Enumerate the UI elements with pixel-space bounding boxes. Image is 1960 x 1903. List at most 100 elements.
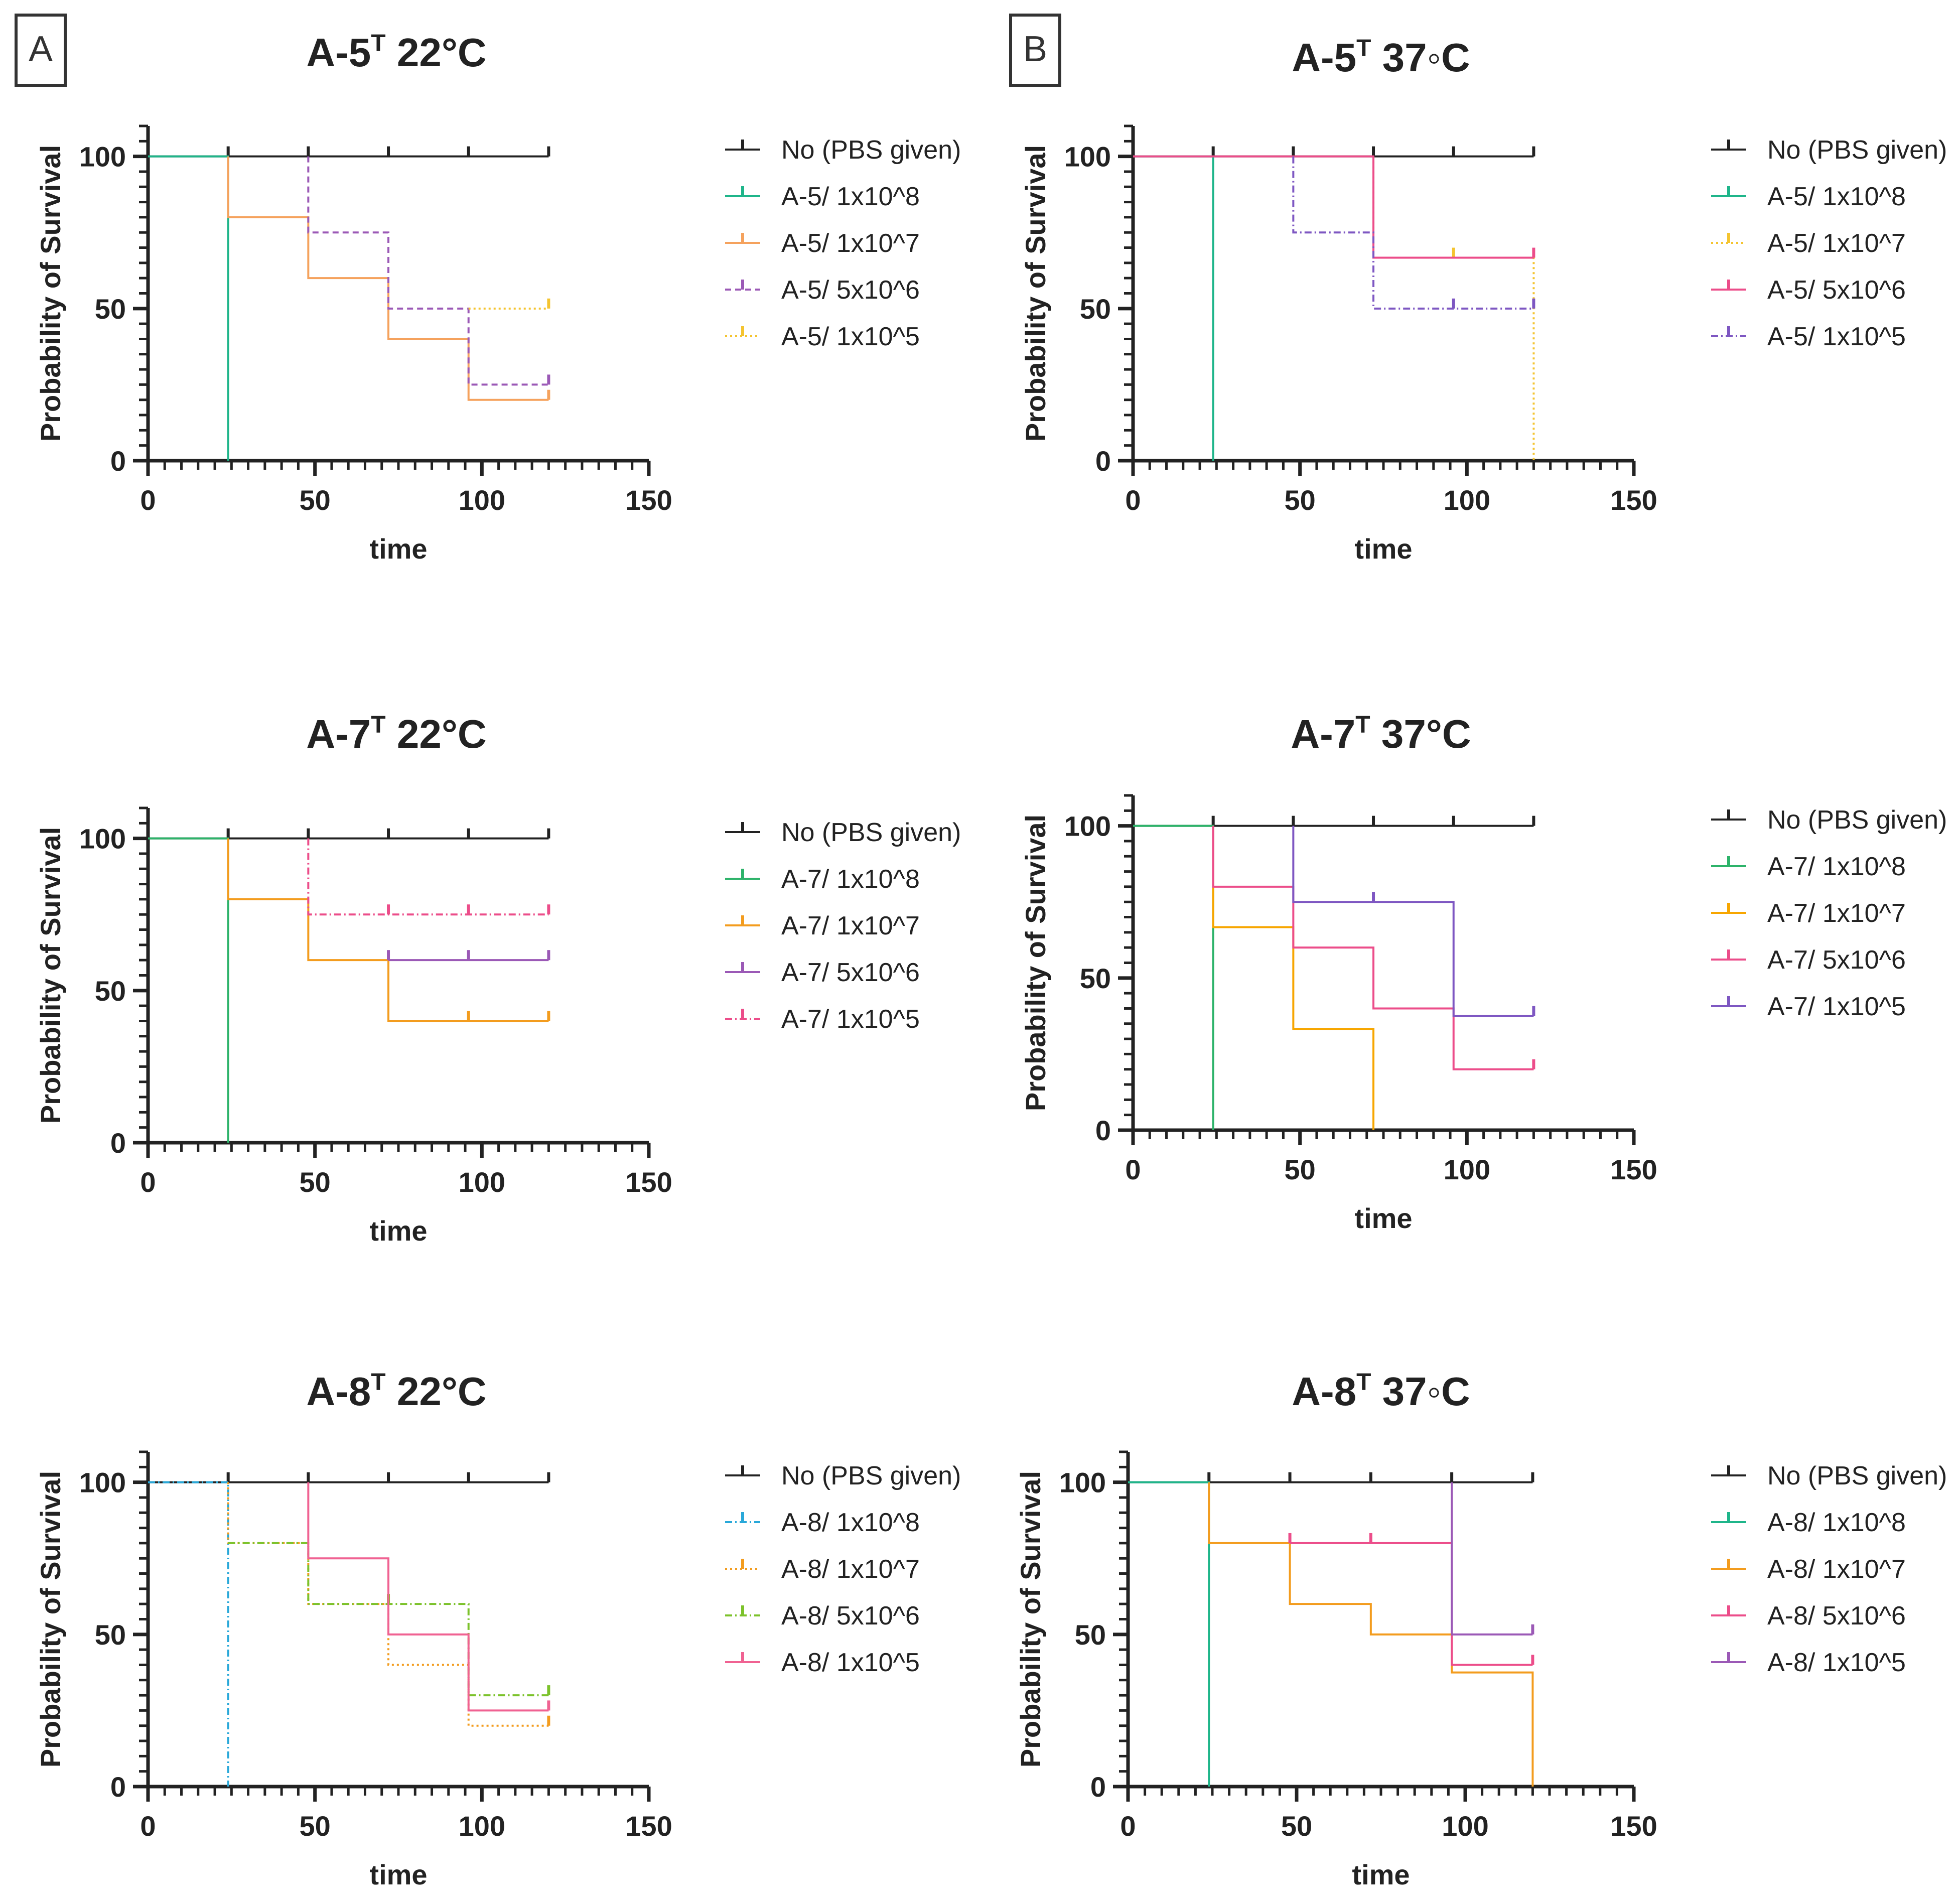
survival-line bbox=[148, 1481, 229, 1787]
series-3 bbox=[1212, 826, 1375, 1130]
legend-label: A-7/ 1x10^5 bbox=[1767, 992, 1906, 1021]
series-5 bbox=[307, 838, 550, 916]
y-tick-label: 100 bbox=[79, 141, 126, 173]
survival-line bbox=[307, 156, 549, 386]
legend-item: No (PBS given) bbox=[1711, 805, 1947, 835]
y-tick-label: 100 bbox=[79, 823, 126, 855]
panel-label-b: B bbox=[1009, 14, 1061, 87]
legend-label: A-8/ 1x10^5 bbox=[1767, 1648, 1906, 1677]
x-tick-label: 150 bbox=[625, 1810, 672, 1842]
legend-item: A-8/ 1x10^5 bbox=[1711, 1648, 1906, 1677]
y-tick-label: 100 bbox=[1059, 1467, 1106, 1499]
legend-item: A-5/ 1x10^8 bbox=[1711, 182, 1906, 211]
series-2 bbox=[148, 1481, 229, 1787]
series-5 bbox=[1292, 156, 1535, 310]
x-axis-label: time bbox=[369, 533, 427, 565]
legend-label: A-7/ 1x10^7 bbox=[1767, 899, 1906, 928]
legend-item: A-7/ 5x10^6 bbox=[725, 958, 920, 987]
x-tick-label: 50 bbox=[300, 484, 331, 516]
chart-5: A-8T 22°C 0 50 100 150 0 50 100 time Probability … bbox=[35, 1369, 961, 1890]
y-axis-label: Probability of Survival bbox=[1020, 814, 1051, 1111]
y-axis-label: Probability of Survival bbox=[1015, 1471, 1046, 1768]
x-tick-label: 100 bbox=[459, 1166, 505, 1198]
x-tick-label: 100 bbox=[459, 484, 505, 516]
chart-title: A-5T 37◦C bbox=[1292, 35, 1470, 80]
chart-title: A-7T 22°C bbox=[306, 712, 486, 756]
survival-line bbox=[1208, 1482, 1534, 1787]
legend-label: A-5/ 1x10^5 bbox=[1767, 322, 1906, 351]
y-tick-label: 0 bbox=[110, 445, 126, 477]
series-4 bbox=[387, 950, 550, 962]
legend-item: A-5/ 5x10^6 bbox=[725, 276, 920, 305]
axes: 0 50 100 150 0 50 100 time Probability of Surviv… bbox=[35, 1450, 672, 1890]
x-tick-label: 50 bbox=[1285, 484, 1316, 516]
y-tick-label: 100 bbox=[79, 1467, 126, 1499]
legend-item: A-5/ 5x10^6 bbox=[1711, 276, 1906, 305]
survival-line bbox=[1133, 155, 1534, 259]
legend-label: A-8/ 1x10^8 bbox=[1767, 1508, 1906, 1537]
x-tick-label: 100 bbox=[459, 1810, 505, 1842]
series-3 bbox=[1208, 1482, 1534, 1787]
axes: 0 50 100 150 0 50 100 time Probability of Surviv… bbox=[35, 124, 672, 565]
chart-1: A-5T 22°C 0 50 100 150 0 50 100 time Probability … bbox=[35, 30, 961, 565]
legend-item: A-7/ 5x10^6 bbox=[1711, 945, 1906, 975]
survival-line bbox=[307, 1482, 549, 1712]
series-5 bbox=[307, 1482, 550, 1712]
x-tick-label: 0 bbox=[140, 1166, 156, 1198]
legend-item: A-7/ 1x10^5 bbox=[1711, 992, 1906, 1021]
x-tick-label: 150 bbox=[1610, 1154, 1657, 1185]
legend-label: A-5/ 1x10^5 bbox=[781, 322, 920, 351]
x-tick-label: 150 bbox=[1610, 1810, 1657, 1842]
chart-2: A-5T 37◦C 0 50 100 150 0 50 100 time Probability … bbox=[1020, 35, 1947, 565]
x-tick-label: 0 bbox=[140, 484, 156, 516]
x-axis-label: time bbox=[369, 1215, 427, 1247]
y-axis-label: Probability of Survival bbox=[35, 1471, 66, 1768]
legend-item: A-5/ 1x10^5 bbox=[1711, 322, 1906, 351]
legend-item: A-7/ 1x10^5 bbox=[725, 1005, 920, 1034]
legend-label: A-8/ 5x10^6 bbox=[781, 1601, 920, 1630]
panel-letter-a: A bbox=[29, 29, 53, 69]
x-tick-label: 50 bbox=[300, 1810, 331, 1842]
chart-title: A-7T 37°C bbox=[1291, 712, 1471, 756]
legend-item: A-7/ 1x10^8 bbox=[725, 865, 920, 894]
legend-item: No (PBS given) bbox=[725, 135, 961, 165]
legend-label: A-7/ 1x10^7 bbox=[781, 911, 920, 940]
legend-label: A-5/ 5x10^6 bbox=[781, 276, 920, 305]
chart-title: A-5T 22°C bbox=[306, 30, 486, 75]
series-4 bbox=[1133, 155, 1535, 259]
legend-label: A-8/ 1x10^8 bbox=[781, 1508, 920, 1537]
y-tick-label: 0 bbox=[1095, 1115, 1111, 1146]
survival-line bbox=[1212, 826, 1375, 1130]
y-axis-label: Probability of Survival bbox=[35, 145, 66, 442]
legend-item: A-5/ 1x10^5 bbox=[725, 322, 920, 351]
chart-6: A-8T 37◦C 0 50 100 150 0 50 100 time Probability … bbox=[1015, 1369, 1947, 1890]
legend-label: A-7/ 5x10^6 bbox=[1767, 945, 1906, 975]
legend-label: No (PBS given) bbox=[1767, 135, 1947, 165]
legend-item: A-8/ 1x10^5 bbox=[725, 1648, 920, 1677]
legend-label: A-5/ 1x10^7 bbox=[1767, 229, 1906, 258]
y-tick-label: 0 bbox=[1090, 1771, 1106, 1803]
y-tick-label: 100 bbox=[1064, 141, 1111, 173]
legend-item: A-8/ 5x10^6 bbox=[725, 1601, 920, 1630]
legend-label: A-5/ 1x10^8 bbox=[1767, 182, 1906, 211]
axes: 0 50 100 150 0 50 100 time Probability of Surviv… bbox=[1020, 124, 1657, 565]
legend-item: No (PBS given) bbox=[1711, 1461, 1947, 1490]
legend-label: No (PBS given) bbox=[1767, 1461, 1947, 1490]
x-axis-label: time bbox=[369, 1859, 427, 1890]
series-3 bbox=[227, 838, 550, 1022]
legend-item: A-5/ 1x10^7 bbox=[1711, 229, 1906, 258]
y-tick-label: 50 bbox=[1075, 1619, 1106, 1651]
chart-4: A-7T 37°C 0 50 100 150 0 50 100 time Probability … bbox=[1020, 712, 1947, 1234]
legend-label: A-8/ 1x10^5 bbox=[781, 1648, 920, 1677]
legend-item: No (PBS given) bbox=[1711, 135, 1947, 165]
x-tick-label: 0 bbox=[1125, 484, 1141, 516]
survival-line bbox=[1451, 1482, 1533, 1636]
x-tick-label: 50 bbox=[300, 1166, 331, 1198]
legend-label: No (PBS given) bbox=[1767, 805, 1947, 835]
y-tick-label: 0 bbox=[110, 1771, 126, 1803]
x-tick-label: 50 bbox=[1285, 1154, 1316, 1185]
y-axis-label: Probability of Survival bbox=[35, 827, 66, 1124]
panel-letter-b: B bbox=[1023, 29, 1047, 69]
survival-line bbox=[1292, 156, 1534, 310]
